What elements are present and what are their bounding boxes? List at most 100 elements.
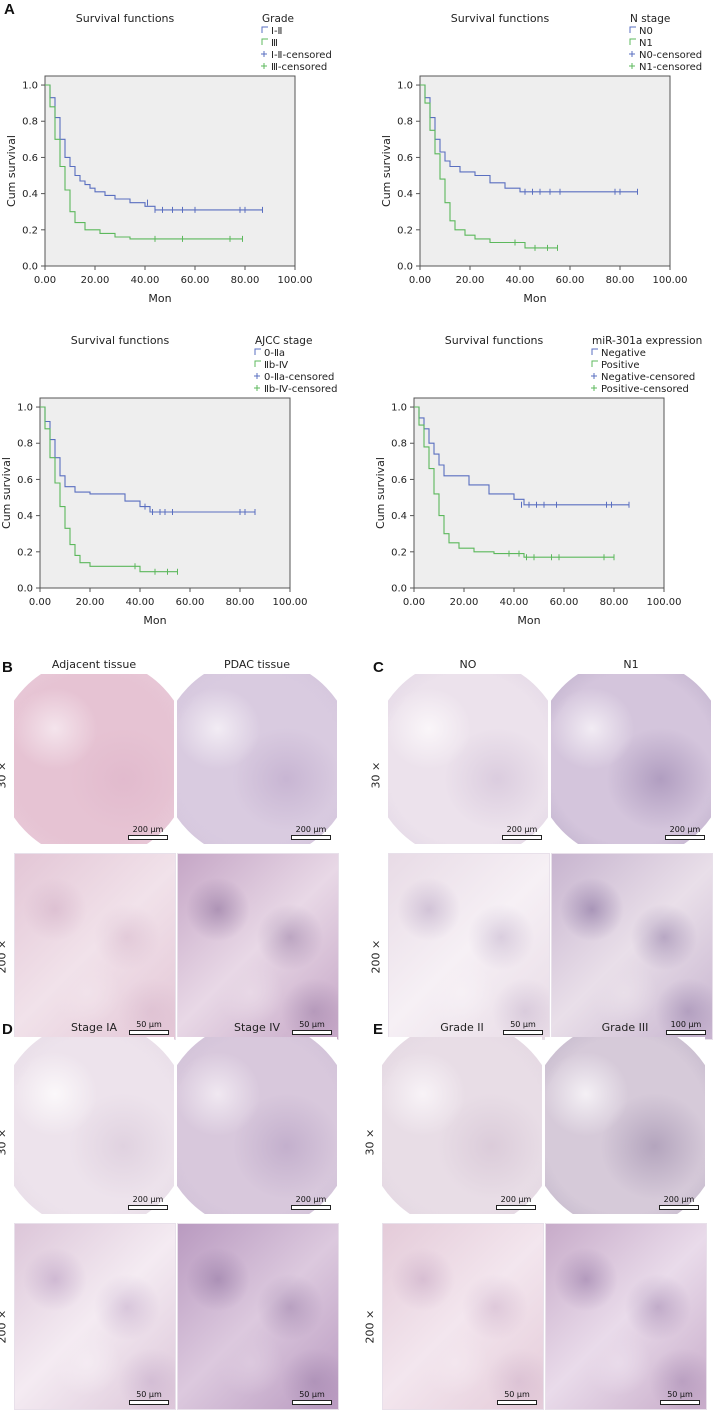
legend-entry: Ⅲ-censored bbox=[271, 62, 327, 73]
scale-bar: 50 μm bbox=[503, 1020, 543, 1035]
km-plot-n-stage: Survival functions N stageN0N1N0-censored… bbox=[380, 12, 702, 305]
scale-bar: 50 μm bbox=[292, 1390, 332, 1405]
scale-bar-line bbox=[128, 1205, 168, 1210]
panel-letter-e: E bbox=[373, 1021, 384, 1038]
legend-swatch bbox=[591, 348, 598, 355]
legend-entry: Positive-censored bbox=[601, 384, 689, 395]
y-tick-label: 0.8 bbox=[397, 117, 413, 128]
x-axis-label: Mon bbox=[523, 292, 546, 305]
scale-bar: 200 μm bbox=[128, 825, 168, 840]
tissue-core bbox=[14, 1037, 174, 1214]
tissue-core bbox=[388, 674, 548, 844]
x-tick-label: 20.00 bbox=[76, 597, 105, 608]
x-tick-label: 80.00 bbox=[600, 597, 629, 608]
panel-letter-d: D bbox=[2, 1021, 13, 1038]
survival-curve bbox=[40, 406, 178, 573]
legend-entry: Ⅰ-Ⅱ-censored bbox=[271, 50, 332, 61]
row-heading: 30 × bbox=[0, 1128, 9, 1155]
survival-curve bbox=[414, 406, 629, 506]
plot-area bbox=[44, 75, 296, 267]
km-plot-mir301a: Survival functions miR-301a expressionNeg… bbox=[374, 334, 702, 627]
tissue-image-30x: 200 μm bbox=[382, 1037, 542, 1214]
x-tick-label: 20.00 bbox=[450, 597, 479, 608]
legend-entry: N0-censored bbox=[639, 50, 702, 61]
y-tick-label: 0.4 bbox=[397, 189, 413, 200]
scale-bar-line bbox=[665, 835, 705, 840]
tissue-image-200x: 50 μm bbox=[14, 1223, 176, 1410]
row-heading: 200 × bbox=[0, 939, 9, 973]
legend-entry: N1-censored bbox=[639, 62, 702, 73]
scale-bar-label: 50 μm bbox=[667, 1390, 693, 1399]
scale-bar-line bbox=[128, 835, 168, 840]
scale-bar-label: 200 μm bbox=[669, 825, 701, 834]
y-tick-label: 1.0 bbox=[391, 403, 407, 414]
x-tick-label: 40.00 bbox=[500, 597, 529, 608]
tissue-image-30x: 200 μm bbox=[177, 1037, 337, 1214]
legend-swatch bbox=[629, 26, 636, 33]
y-tick-label: 0.4 bbox=[22, 189, 38, 200]
scale-bar-line bbox=[497, 1400, 537, 1405]
y-tick-label: 0.0 bbox=[22, 262, 38, 273]
scale-bar-label: 50 μm bbox=[136, 1020, 162, 1029]
tissue-image-30x: 200 μm bbox=[14, 1037, 174, 1214]
column-heading: Stage IV bbox=[233, 1021, 281, 1034]
column-heading: PDAC tissue bbox=[224, 658, 290, 671]
tissue-image-200x: 50 μm bbox=[388, 853, 550, 1040]
legend-swatch bbox=[254, 360, 261, 367]
tissue-image-30x: 200 μm bbox=[388, 674, 548, 844]
scale-bar-label: 50 μm bbox=[299, 1390, 325, 1399]
scale-bar: 200 μm bbox=[502, 825, 542, 840]
scale-bar: 50 μm bbox=[660, 1390, 700, 1405]
x-tick-label: 0.00 bbox=[34, 275, 56, 286]
x-tick-label: 100.00 bbox=[653, 275, 688, 286]
tissue-image-200x: 50 μm bbox=[177, 1223, 339, 1410]
legend-entry: Negative bbox=[601, 348, 646, 359]
y-tick-label: 0.8 bbox=[17, 439, 33, 450]
row-heading: 30 × bbox=[363, 1128, 377, 1155]
km-plot-ajcc-stage: Survival functions AJCC stage0-ⅡaⅡb-Ⅳ0-Ⅱa… bbox=[0, 334, 337, 627]
legend-swatch bbox=[254, 373, 260, 379]
x-axis-label: Mon bbox=[148, 292, 171, 305]
x-tick-label: 80.00 bbox=[226, 597, 255, 608]
y-axis-label: Cum survival bbox=[0, 457, 13, 529]
panel-letter-c: C bbox=[373, 659, 384, 676]
chart-title: Survival functions bbox=[71, 334, 170, 347]
y-axis-label: Cum survival bbox=[5, 135, 18, 207]
legend-swatch bbox=[261, 51, 267, 57]
legend-title: AJCC stage bbox=[255, 335, 312, 347]
tissue-image-30x: 200 μm bbox=[14, 674, 174, 844]
legend-entry: Positive bbox=[601, 360, 640, 371]
scale-bar-label: 50 μm bbox=[510, 1020, 536, 1029]
scale-bar-line bbox=[666, 1030, 706, 1035]
x-tick-label: 0.00 bbox=[403, 597, 425, 608]
x-tick-label: 60.00 bbox=[181, 275, 210, 286]
tissue-image-200x: 100 μm bbox=[551, 853, 713, 1040]
x-tick-label: 80.00 bbox=[231, 275, 260, 286]
survival-curve bbox=[45, 84, 263, 211]
scale-bar: 200 μm bbox=[128, 1195, 168, 1210]
column-heading: Adjacent tissue bbox=[51, 658, 137, 671]
y-tick-label: 0.6 bbox=[391, 475, 407, 486]
scale-bar: 200 μm bbox=[665, 825, 705, 840]
legend-title: miR-301a expression bbox=[592, 335, 702, 347]
x-tick-label: 60.00 bbox=[550, 597, 579, 608]
scale-bar: 200 μm bbox=[659, 1195, 699, 1210]
x-tick-label: 40.00 bbox=[506, 275, 535, 286]
legend-swatch bbox=[629, 63, 635, 69]
y-tick-label: 0.4 bbox=[17, 511, 33, 522]
survival-curve bbox=[45, 84, 243, 240]
chart-title: Survival functions bbox=[76, 12, 175, 25]
column-heading: Grade III bbox=[601, 1021, 649, 1034]
x-tick-label: 0.00 bbox=[29, 597, 51, 608]
scale-bar: 50 μm bbox=[292, 1020, 332, 1035]
scale-bar-label: 100 μm bbox=[670, 1020, 702, 1029]
scale-bar-label: 200 μm bbox=[132, 1195, 164, 1204]
legend-title: Grade bbox=[262, 13, 294, 25]
legend-swatch bbox=[591, 360, 598, 367]
tissue-image-30x: 200 μm bbox=[545, 1037, 705, 1214]
legend-swatch bbox=[261, 63, 267, 69]
legend-swatch bbox=[261, 26, 268, 33]
tissue-image-200x: 50 μm bbox=[382, 1223, 544, 1410]
legend: miR-301a expressionNegativePositiveNegat… bbox=[591, 335, 702, 395]
scale-bar-label: 200 μm bbox=[506, 825, 538, 834]
